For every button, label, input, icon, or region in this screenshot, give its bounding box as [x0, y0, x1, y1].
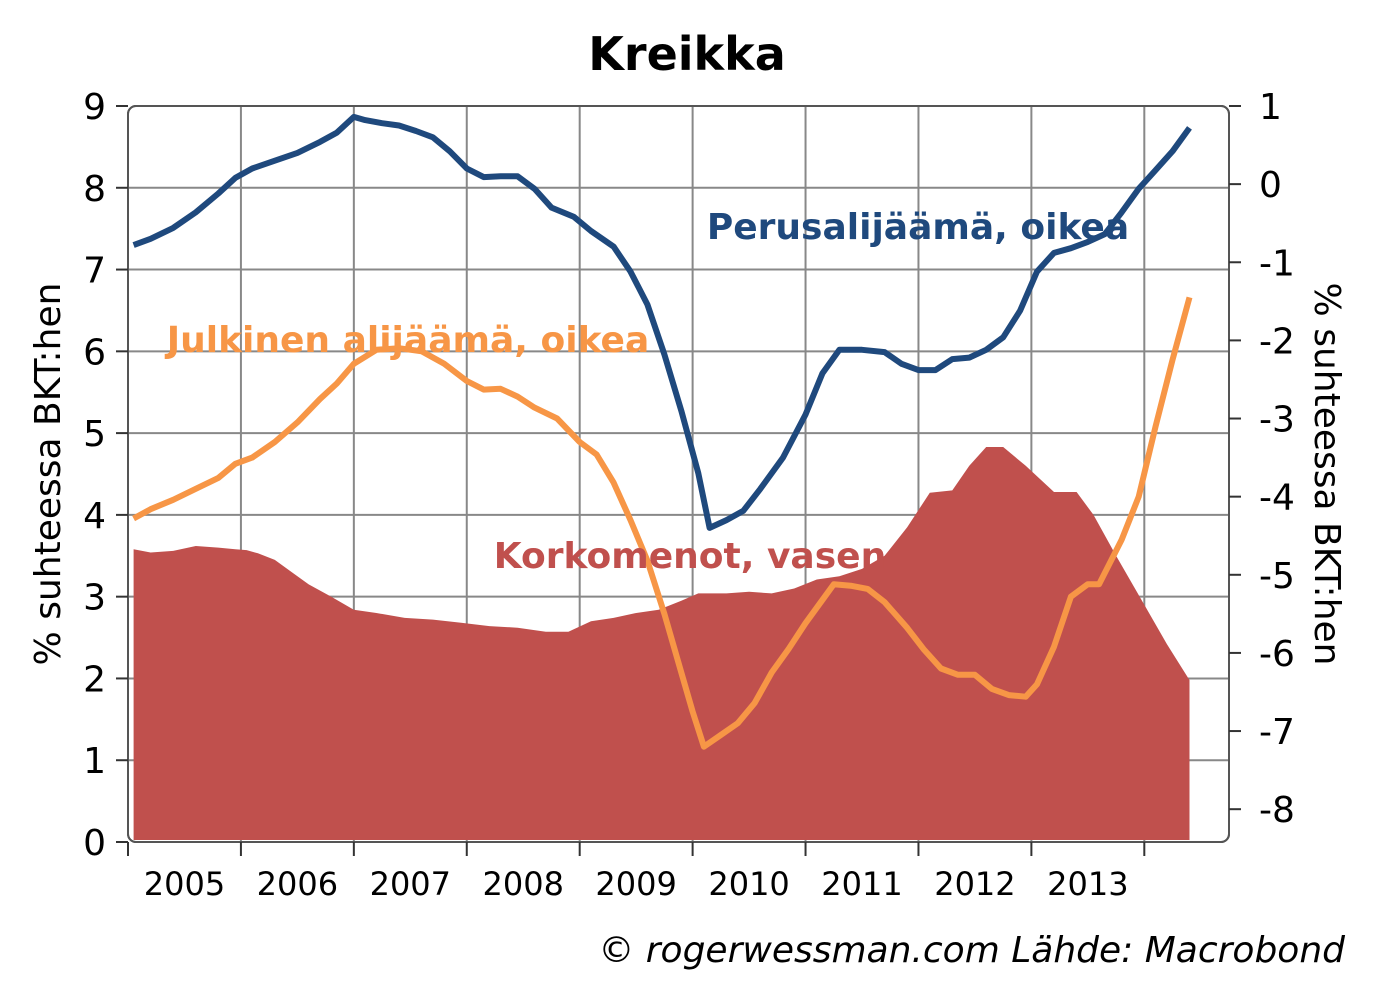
y-left-tick-label: 8 — [83, 169, 106, 210]
y-right-tick-label: 0 — [1259, 165, 1282, 206]
y-right-tick-label: -1 — [1259, 243, 1295, 284]
y-right-tick-label: -4 — [1259, 478, 1295, 519]
y-axis-right-label: % suhteessa BKT:hen — [1306, 283, 1347, 666]
x-tick-label: 2010 — [708, 865, 789, 903]
x-tick-label: 2013 — [1047, 865, 1128, 903]
y-left-tick-label: 0 — [83, 823, 106, 864]
series-label-deficit: Julkinen alijäämä, oikea — [164, 320, 650, 361]
public-deficit-line — [132, 296, 1193, 750]
x-tick-label: 2011 — [821, 865, 902, 903]
y-left-tick-label: 5 — [83, 414, 106, 455]
interest-expense-area — [133, 447, 1190, 840]
series-label-primary: Perusalijäämä, oikea — [707, 207, 1129, 248]
interest-area-layer — [133, 447, 1190, 840]
y-left-tick-label: 1 — [83, 741, 106, 782]
chart-title: Kreikka — [588, 27, 786, 81]
y-right-tick-label: -5 — [1259, 556, 1295, 597]
y-left-tick-label: 6 — [83, 332, 106, 373]
x-tick-label: 2005 — [144, 865, 225, 903]
y-left-tick-label: 2 — [83, 659, 106, 700]
y-left-tick-label: 9 — [83, 87, 106, 128]
x-tick-label: 2009 — [595, 865, 676, 903]
plot-frame-outline — [127, 105, 1230, 843]
source-credit: © rogerwessman.com Lähde: Macrobond — [598, 930, 1346, 971]
y-right-tick-label: 1 — [1259, 87, 1282, 128]
x-tick-label: 2008 — [483, 865, 564, 903]
x-tick-label: 2006 — [257, 865, 338, 903]
x-tick-label: 2007 — [370, 865, 451, 903]
y-left-tick-label: 4 — [83, 496, 106, 537]
y-right-tick-label: -8 — [1259, 790, 1295, 831]
series-label-interest: Korkomenot, vasen — [494, 536, 886, 577]
primary-balance-line — [132, 113, 1192, 531]
y-left-tick-label: 3 — [83, 578, 106, 619]
y-right-tick-label: -2 — [1259, 321, 1295, 362]
line-layer — [132, 113, 1193, 750]
y-left-tick-label: 7 — [83, 251, 106, 292]
y-right-tick-label: -6 — [1259, 634, 1295, 675]
y-right-tick-label: -7 — [1259, 712, 1295, 753]
y-axis-left-label: % suhteessa BKT:hen — [28, 283, 69, 666]
y-right-tick-label: -3 — [1259, 400, 1295, 441]
x-tick-label: 2012 — [934, 865, 1015, 903]
